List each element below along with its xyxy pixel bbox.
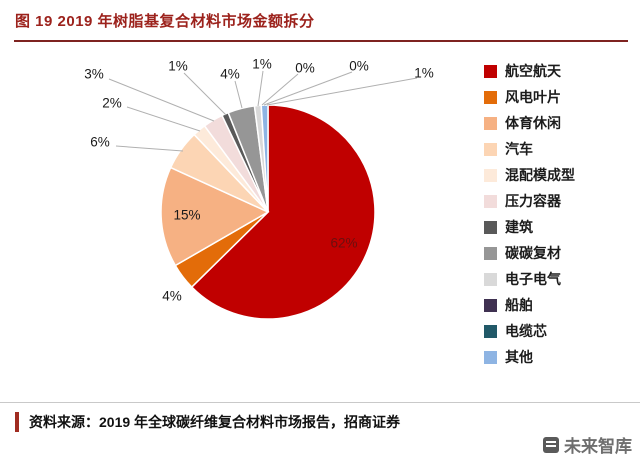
pct-label-风电叶片: 4%	[162, 288, 182, 304]
source-text: 资料来源：2019 年全球碳纤维复合材料市场报告，招商证券	[29, 414, 401, 430]
leader-line-船舶	[261, 73, 299, 106]
legend-swatch	[484, 116, 497, 130]
pie-slice-电子电气	[253, 104, 269, 213]
legend-label: 建筑	[505, 219, 533, 235]
legend-label: 压力容器	[505, 193, 561, 209]
pct-label-电缆芯: 0%	[349, 58, 369, 74]
legend-label: 船舶	[505, 297, 533, 313]
pie-slice-碳碳复材	[227, 105, 269, 213]
legend-item: 建筑	[484, 214, 575, 240]
pct-label-汽车: 6%	[90, 134, 110, 150]
legend-item: 压力容器	[484, 188, 575, 214]
pct-label-其他: 1%	[414, 65, 434, 81]
leader-line-电子电气	[257, 70, 264, 107]
legend-label: 电缆芯	[505, 323, 547, 339]
pie-slice-风电叶片	[174, 211, 269, 289]
legend-item: 电缆芯	[484, 318, 575, 344]
legend-swatch	[484, 64, 497, 78]
legend-label: 混配模成型	[505, 167, 575, 183]
legend-label: 其他	[505, 349, 533, 365]
title-divider	[14, 40, 628, 42]
pct-label-压力容器: 3%	[84, 66, 104, 82]
legend-swatch	[484, 298, 497, 312]
legend-item: 汽车	[484, 136, 575, 162]
figure-title: 图 19 2019 年树脂基复合材料市场金额拆分	[15, 13, 315, 30]
legend-label: 电子电气	[505, 271, 561, 287]
legend-label: 碳碳复材	[505, 245, 561, 261]
pie-chart: 航空航天风电叶片体育休闲汽车混配模成型压力容器建筑碳碳复材电子电气船舶电缆芯其他…	[0, 42, 640, 402]
footer-divider	[0, 402, 640, 403]
legend-item: 航空航天	[484, 58, 575, 84]
leader-line-碳碳复材	[234, 80, 243, 109]
pie-slice-混配模成型	[193, 124, 269, 213]
legend-item: 船舶	[484, 292, 575, 318]
pie-slice-压力容器	[203, 114, 269, 213]
watermark-logo-icon	[543, 436, 559, 453]
pct-label-混配模成型: 2%	[102, 95, 122, 111]
leader-line-电缆芯	[263, 71, 353, 106]
leader-line-压力容器	[108, 78, 215, 122]
leader-line-混配模成型	[126, 106, 201, 132]
legend-swatch	[484, 194, 497, 208]
legend-item: 电子电气	[484, 266, 575, 292]
legend-swatch	[484, 90, 497, 104]
pie-slice-航空航天	[190, 104, 376, 320]
watermark: 未来智库	[543, 432, 632, 457]
legend-swatch	[484, 142, 497, 156]
legend-swatch	[484, 246, 497, 260]
pct-label-建筑: 1%	[168, 58, 188, 74]
pct-label-电子电气: 1%	[252, 56, 272, 72]
legend-swatch	[484, 220, 497, 234]
legend-label: 风电叶片	[505, 89, 561, 105]
legend-item: 体育休闲	[484, 110, 575, 136]
pie-slice-其他	[260, 104, 269, 213]
chart-legend: 航空航天风电叶片体育休闲汽车混配模成型压力容器建筑碳碳复材电子电气船舶电缆芯其他	[484, 58, 575, 370]
legend-item: 风电叶片	[484, 84, 575, 110]
legend-item: 其他	[484, 344, 575, 370]
legend-label: 航空航天	[505, 63, 561, 79]
leader-line-其他	[266, 77, 418, 106]
pct-label-体育休闲: 15%	[173, 207, 201, 223]
source-row: 资料来源：2019 年全球碳纤维复合材料市场报告，招商证券	[15, 412, 400, 432]
pct-label-船舶: 0%	[295, 60, 315, 76]
legend-swatch	[484, 350, 497, 364]
pct-label-碳碳复材: 4%	[220, 66, 240, 82]
pct-label-航空航天: 62%	[330, 235, 358, 251]
pie-slice-建筑	[221, 111, 269, 213]
legend-item: 混配模成型	[484, 162, 575, 188]
legend-label: 体育休闲	[505, 115, 561, 131]
legend-label: 汽车	[505, 141, 533, 157]
leader-line-汽车	[115, 145, 184, 152]
source-accent-bar	[15, 412, 19, 432]
pie-slice-汽车	[169, 133, 269, 213]
legend-item: 碳碳复材	[484, 240, 575, 266]
watermark-text: 未来智库	[564, 437, 632, 456]
legend-swatch	[484, 324, 497, 338]
legend-swatch	[484, 168, 497, 182]
legend-swatch	[484, 272, 497, 286]
